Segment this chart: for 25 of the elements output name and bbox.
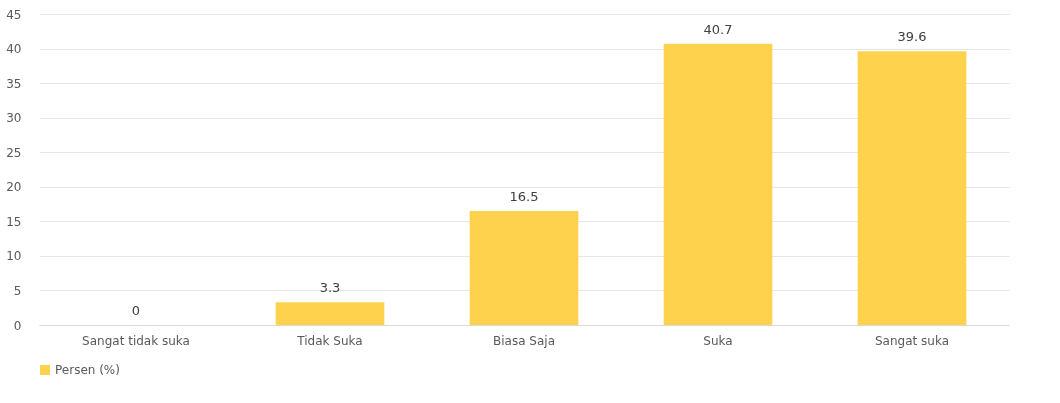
y-tick-label: 0 bbox=[13, 318, 22, 333]
y-tick-label: 40 bbox=[6, 42, 22, 57]
bar bbox=[275, 302, 385, 325]
data-label: 16.5 bbox=[509, 188, 539, 204]
y-tick-label: 25 bbox=[6, 145, 22, 160]
data-label: 3.3 bbox=[319, 280, 341, 296]
x-tick-label: Biasa Saja bbox=[493, 333, 555, 348]
y-tick-label: 45 bbox=[6, 7, 22, 22]
bar bbox=[663, 43, 773, 325]
x-tick-label: Sangat tidak suka bbox=[82, 333, 190, 348]
data-label: 0 bbox=[131, 303, 141, 318]
y-tick-label: 35 bbox=[6, 76, 22, 91]
y-tick-label: 15 bbox=[6, 214, 22, 229]
data-label: 39.6 bbox=[897, 29, 927, 45]
bar bbox=[469, 210, 579, 325]
x-tick-label: Sangat suka bbox=[874, 333, 950, 348]
y-tick-label: 20 bbox=[6, 180, 22, 195]
bar bbox=[857, 51, 967, 325]
x-tick-label: Suka bbox=[703, 333, 733, 348]
data-label: 40.7 bbox=[703, 21, 733, 37]
x-tick-label: Tidak Suka bbox=[296, 333, 363, 348]
legend-label: Persen (%) bbox=[55, 363, 120, 377]
y-tick-label: 30 bbox=[6, 111, 22, 126]
y-tick-label: 10 bbox=[6, 249, 22, 264]
y-tick-label: 5 bbox=[13, 283, 22, 298]
